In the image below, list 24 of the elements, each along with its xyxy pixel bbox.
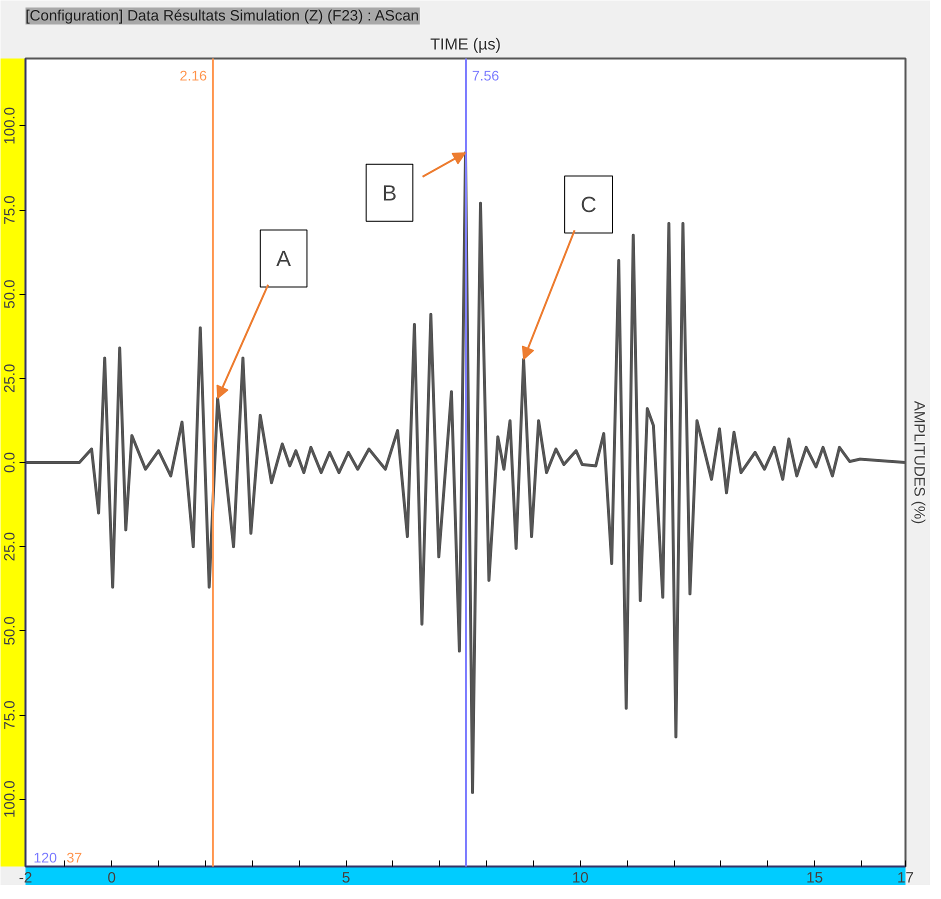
y-tick-label: 25.0 — [2, 364, 18, 393]
y-tick-label: 50.0 — [2, 616, 18, 646]
x-tick-label: 10 — [572, 870, 589, 886]
y-tick-label: 75.0 — [2, 700, 18, 730]
y-axis-title: AMPLITUDES (%) — [910, 400, 928, 524]
y-tick-label: 0.0 — [2, 452, 18, 473]
y-tick-label: 75.0 — [2, 195, 18, 225]
annotation: 37 — [66, 850, 82, 866]
ref-line-label: 7.56 — [472, 68, 500, 84]
annotation: A — [276, 246, 292, 272]
y-tick-label: 25.0 — [2, 532, 18, 562]
y-tick-label: 100.0 — [2, 107, 18, 145]
x-tick-label: 5 — [342, 870, 350, 886]
x-axis-title: TIME (µs) — [430, 36, 501, 54]
annotation: C — [580, 192, 597, 217]
ref-line-label: 2.16 — [180, 68, 208, 84]
x-tick-label: 15 — [806, 870, 823, 886]
chart-title: [Configuration] Data Résultats Simulation (Z) (F23) : AScan — [26, 8, 420, 24]
y-tick-label: 50.0 — [2, 280, 18, 309]
annotation: B — [382, 180, 397, 206]
x-tick-label: 0 — [108, 870, 116, 886]
x-tick-label: -2 — [18, 870, 32, 886]
y-tick-label: 100.0 — [2, 780, 18, 818]
annotation: 120 — [34, 850, 58, 866]
